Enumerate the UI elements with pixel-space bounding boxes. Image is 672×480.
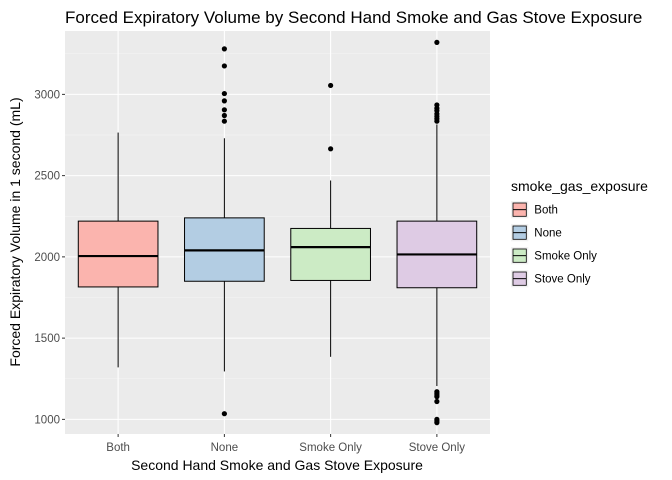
outlier-point (221, 90, 227, 97)
y-tick-label: 1000 (34, 414, 60, 426)
chart-title: Forced Expiratory Volume by Second Hand … (65, 8, 642, 27)
outlier-point (221, 46, 227, 52)
outlier-point (328, 146, 334, 152)
legend-title: smoke_gas_exposure (511, 178, 648, 194)
legend-label: Stove Only (534, 274, 590, 286)
y-tick-label: 3000 (34, 89, 60, 101)
box-none (184, 46, 265, 417)
outlier-point (221, 112, 227, 119)
box-iqr (77, 220, 159, 288)
x-tick-label: None (211, 442, 239, 454)
legend: smoke_gas_exposure Both None Smoke Only Sto… (511, 178, 648, 288)
box-smoke-only (290, 82, 371, 357)
outlier-point (434, 398, 440, 405)
box-stove-only (396, 39, 478, 426)
outlier-point (434, 420, 440, 426)
outlier-point (328, 82, 334, 89)
x-axis-title: Second Hand Smoke and Gas Stove Exposure (131, 457, 423, 473)
legend-label: None (534, 228, 562, 240)
outlier-point (221, 107, 227, 113)
boxes (77, 39, 478, 426)
y-tick-label: 2000 (34, 252, 60, 264)
x-tick-label: Stove Only (409, 442, 465, 454)
y-tick-label: 1500 (34, 333, 60, 345)
outlier-point (434, 394, 440, 400)
legend-label: Both (534, 205, 558, 217)
x-tick-label: Both (106, 442, 130, 454)
legend-item: None (511, 224, 562, 242)
y-tick-label: 2500 (34, 171, 60, 183)
y-axis: 1000 1500 2000 2500 3000 (34, 89, 65, 426)
legend-label: Smoke Only (534, 251, 597, 263)
x-tick-label: Smoke Only (299, 442, 362, 454)
outlier-point (221, 118, 227, 124)
legend-item: Smoke Only (511, 247, 597, 265)
box-both (77, 132, 159, 368)
outlier-point (434, 118, 440, 124)
outlier-point (221, 98, 227, 104)
box-iqr (290, 227, 371, 281)
outlier-point (434, 39, 440, 45)
y-axis-title: Forced Expiratory Volume in 1 second (mL… (7, 97, 23, 366)
outlier-point (221, 411, 227, 417)
outlier-point (221, 63, 227, 69)
legend-item: Stove Only (511, 270, 591, 288)
legend-item: Both (511, 201, 558, 219)
x-axis: Both None Smoke Only Stove Only (106, 434, 465, 454)
